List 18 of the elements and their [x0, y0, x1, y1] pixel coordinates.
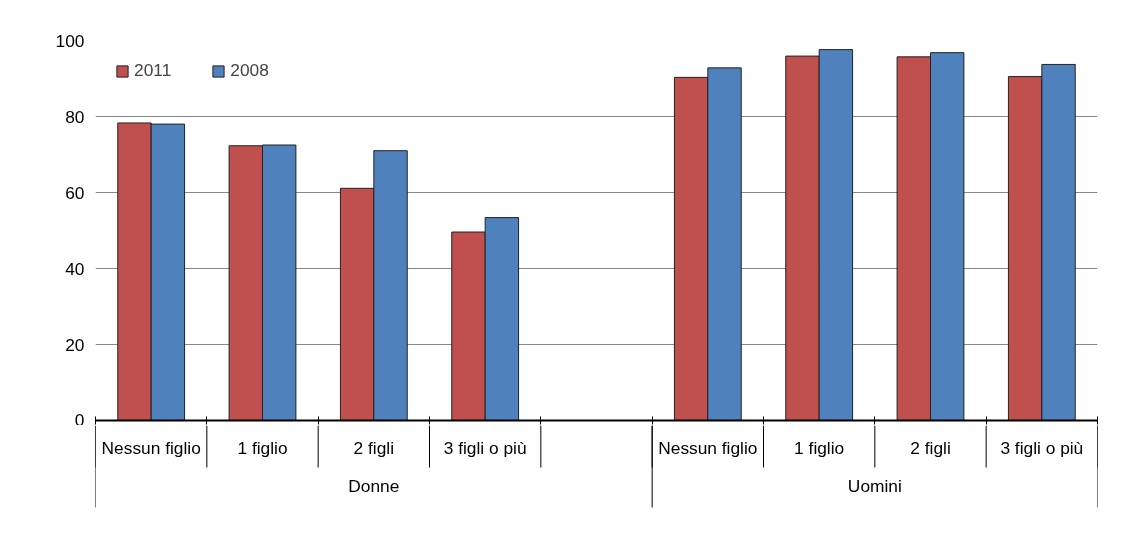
x-tick-label: 3 figli o più [443, 437, 527, 458]
y-tick-label: 80 [65, 106, 85, 127]
x-tick-label: 2 figli [910, 437, 951, 458]
x-tick-label: 2 figli [353, 437, 395, 458]
text: Donne [348, 475, 400, 496]
y-tick-label: 40 [65, 258, 85, 279]
x-tick-label: 1 figlio [794, 437, 845, 458]
x-tick-label: Nessun figlio [101, 437, 201, 458]
legend-label: 2008 [230, 60, 269, 81]
y-tick-label: 20 [65, 334, 85, 355]
x-tick-label: 3 figli o più [1000, 437, 1084, 458]
y-tick-label: 0 [74, 409, 85, 430]
text: Uomini [847, 475, 902, 496]
y-tick-label: 60 [65, 182, 85, 203]
legend-label: 2011 [134, 60, 172, 81]
y-tick-label: 100 [55, 30, 85, 51]
x-tick-label: Nessun figlio [658, 437, 758, 458]
x-tick-label: 1 figlio [237, 437, 288, 458]
